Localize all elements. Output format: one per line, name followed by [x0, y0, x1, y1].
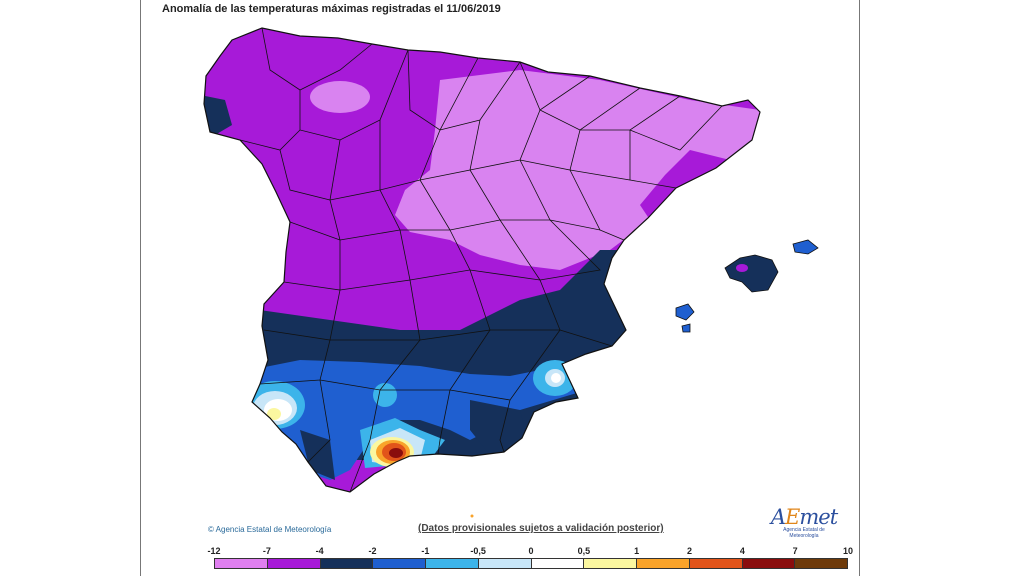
peninsula-outline	[203, 27, 761, 493]
legend-label: 10	[842, 546, 854, 556]
legend-color-bar	[214, 558, 848, 569]
aemet-logo-mark: AEmet	[770, 505, 838, 529]
menorca	[792, 239, 819, 255]
legend-label: -7	[262, 546, 271, 556]
light-violet-spot	[310, 81, 370, 113]
legend-label: -4	[315, 546, 324, 556]
aemet-logo: AEmet Agencia Estatal de Meteorología	[768, 505, 840, 539]
legend-swatch	[689, 559, 743, 568]
legend-label: -12	[207, 546, 221, 556]
mallorca	[724, 254, 779, 293]
legend-label: 1	[634, 546, 640, 556]
aemet-logo-subtitle: Agencia Estatal de Meteorología	[783, 527, 825, 539]
peninsula-anomaly-field	[204, 28, 760, 492]
balearic-islands	[675, 239, 819, 333]
copyright-text: © Agencia Estatal de Meteorología	[208, 525, 332, 534]
map-title: Anomalía de las temperaturas máximas reg…	[162, 3, 501, 15]
legend-swatch	[215, 559, 268, 568]
legend-swatch	[267, 559, 321, 568]
light-violet-zone	[395, 70, 760, 270]
legend-swatch	[795, 559, 847, 568]
provisional-note: (Datos provisionales sujetos a validació…	[418, 523, 664, 534]
legend-label: 7	[792, 546, 798, 556]
legend-label: 2	[686, 546, 693, 556]
legend-swatch	[584, 559, 637, 568]
legend-label: -2	[368, 546, 377, 556]
legend-label: -0,5	[470, 546, 486, 556]
legend-swatch	[637, 559, 690, 568]
hot-spot-core	[389, 448, 403, 458]
legend-label: -1	[421, 546, 430, 556]
legend-swatch	[426, 559, 479, 568]
legend-swatch	[478, 559, 532, 568]
marker-dot	[470, 514, 474, 518]
ibiza	[675, 303, 695, 321]
legend-swatch	[742, 559, 796, 568]
formentera	[681, 323, 691, 333]
province-boundaries	[239, 28, 723, 492]
legend-label: 0	[528, 546, 534, 556]
legend-label: 0,5	[577, 546, 591, 556]
legend-swatch	[531, 559, 585, 568]
legend-label: 4	[739, 546, 745, 556]
legend-labels: -12 -7 -4 -2 -1 -0,5 0 0,5 1 2 4 7 10	[200, 546, 860, 558]
legend-swatch	[373, 559, 426, 568]
legend-swatch	[320, 559, 374, 568]
